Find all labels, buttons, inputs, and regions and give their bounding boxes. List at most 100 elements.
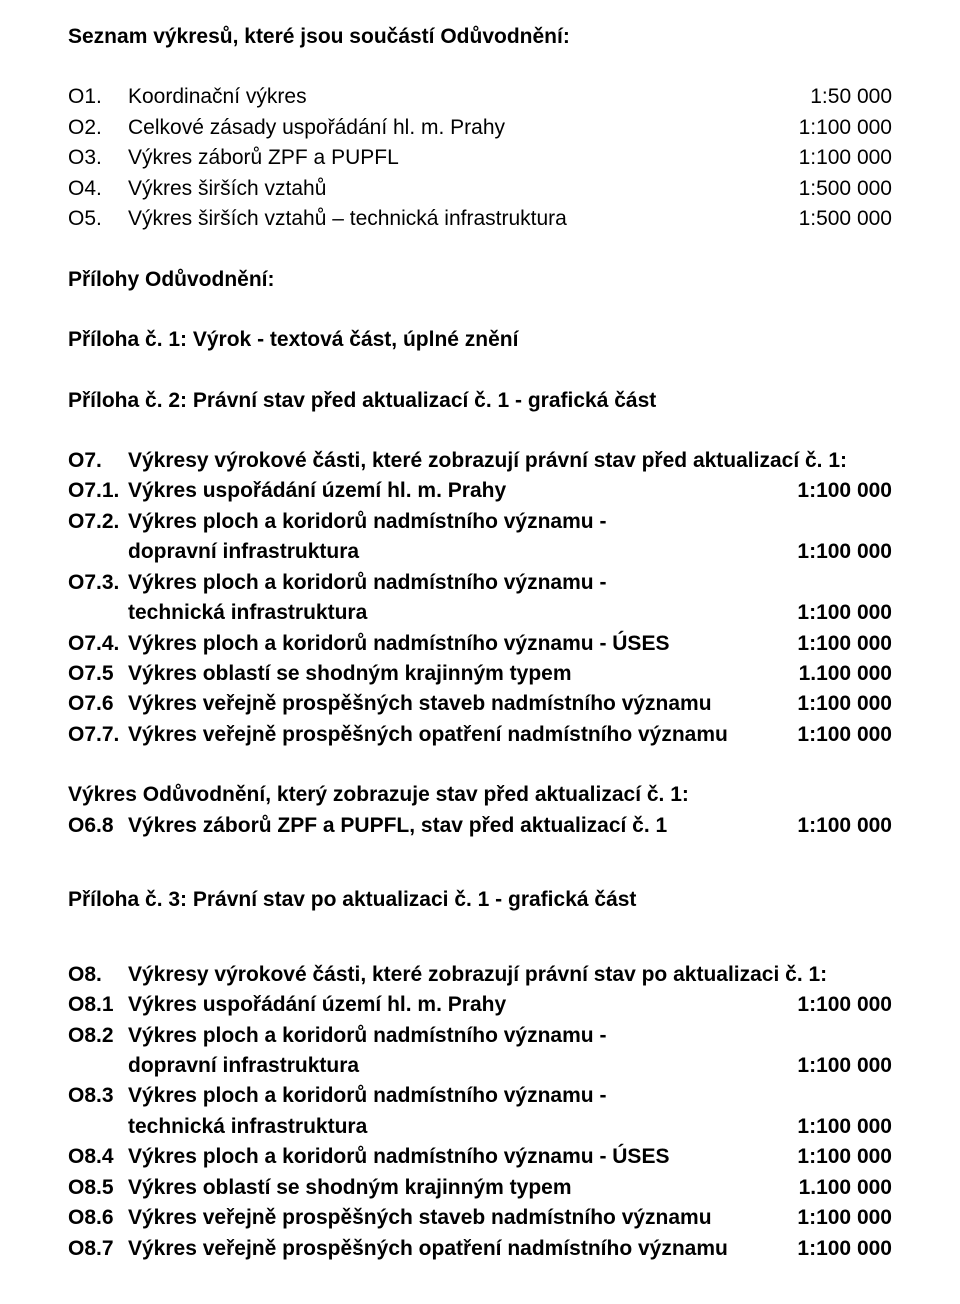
item-desc: Výkres uspořádání území hl. m. Prahy (128, 476, 797, 506)
list-b: O7.1. Výkres uspořádání území hl. m. Pra… (68, 476, 892, 750)
list-item: O8.4 Výkres ploch a koridorů nadmístního… (68, 1142, 892, 1172)
list-item: O8.2 Výkres ploch a koridorů nadmístního… (68, 1021, 892, 1051)
item-code: O8.6 (68, 1203, 128, 1233)
item-desc: Výkres veřejně prospěšných staveb nadmís… (128, 689, 797, 719)
list-item-continuation: dopravní infrastruktura 1:100 000 (128, 1051, 892, 1081)
item-scale: 1:100 000 (799, 143, 892, 173)
list-item: O8.3 Výkres ploch a koridorů nadmístního… (68, 1081, 892, 1111)
item-scale: 1.100 000 (799, 1173, 892, 1203)
item-desc: Výkres oblastí se shodným krajinným type… (128, 659, 799, 689)
item-code: O7.5 (68, 659, 128, 689)
item-scale: 1:100 000 (797, 598, 892, 628)
paragraph: Příloha č. 1: Výrok - textová část, úpln… (68, 325, 892, 355)
item-code: O7.2. (68, 507, 128, 537)
item-code: O8.5 (68, 1173, 128, 1203)
list-item: O7.4. Výkres ploch a koridorů nadmístníh… (68, 629, 892, 659)
list-item: O8.1 Výkres uspořádání území hl. m. Prah… (68, 990, 892, 1020)
section-heading: Seznam výkresů, které jsou součástí Odův… (68, 22, 892, 52)
item-desc: Výkres ploch a koridorů nadmístního význ… (128, 568, 892, 598)
list-item: O8.6 Výkres veřejně prospěšných staveb n… (68, 1203, 892, 1233)
list-item: O8.5 Výkres oblastí se shodným krajinným… (68, 1173, 892, 1203)
item-code: O7.7. (68, 720, 128, 750)
item-code: O8.4 (68, 1142, 128, 1172)
item-desc: Koordinační výkres (128, 82, 810, 112)
list-item: O5. Výkres širších vztahů – technická in… (68, 204, 892, 234)
paragraph: Výkres Odůvodnění, který zobrazuje stav … (68, 780, 892, 810)
item-desc: Výkres širších vztahů – technická infras… (128, 204, 799, 234)
item-scale: 1:100 000 (799, 113, 892, 143)
item-desc: Výkres veřejně prospěšných staveb nadmís… (128, 1203, 797, 1233)
item-scale: 1:100 000 (797, 1142, 892, 1172)
item-code: O8.2 (68, 1021, 128, 1051)
item-desc: Výkres ploch a koridorů nadmístního význ… (128, 1142, 797, 1172)
list-item: O7.1. Výkres uspořádání území hl. m. Pra… (68, 476, 892, 506)
item-code: O7.1. (68, 476, 128, 506)
item-scale: 1:100 000 (797, 629, 892, 659)
item-desc: Výkres veřejně prospěšných opatření nadm… (128, 1234, 797, 1264)
item-scale: 1:500 000 (799, 174, 892, 204)
item-desc: dopravní infrastruktura (128, 1051, 797, 1081)
list-item: O7.3. Výkres ploch a koridorů nadmístníh… (68, 568, 892, 598)
item-desc: technická infrastruktura (128, 598, 797, 628)
item-desc: Výkresy výrokové části, které zobrazují … (128, 960, 892, 990)
item-desc: Výkres oblastí se shodným krajinným type… (128, 1173, 799, 1203)
list-d: O8.1 Výkres uspořádání území hl. m. Prah… (68, 990, 892, 1264)
item-code: O8.3 (68, 1081, 128, 1111)
list-heading: O7. Výkresy výrokové části, které zobraz… (68, 446, 892, 476)
item-scale: 1:50 000 (810, 82, 892, 112)
paragraph: Příloha č. 3: Právní stav po aktualizaci… (68, 885, 892, 915)
list-item: O2. Celkové zásady uspořádání hl. m. Pra… (68, 113, 892, 143)
item-desc: Výkres veřejně prospěšných opatření nadm… (128, 720, 797, 750)
list-item: O8.7 Výkres veřejně prospěšných opatření… (68, 1234, 892, 1264)
list-item-continuation: dopravní infrastruktura 1:100 000 (128, 537, 892, 567)
item-code: O8.1 (68, 990, 128, 1020)
item-scale: 1:100 000 (797, 689, 892, 719)
list-item-continuation: technická infrastruktura 1:100 000 (128, 598, 892, 628)
list-item: O6.8 Výkres záborů ZPF a PUPFL, stav pře… (68, 811, 892, 841)
item-scale: 1:100 000 (797, 537, 892, 567)
item-code: O1. (68, 82, 128, 112)
list-item-continuation: technická infrastruktura 1:100 000 (128, 1112, 892, 1142)
list-item: O7.5 Výkres oblastí se shodným krajinným… (68, 659, 892, 689)
item-desc: Výkres ploch a koridorů nadmístního význ… (128, 629, 797, 659)
list-heading: O8. Výkresy výrokové části, které zobraz… (68, 960, 892, 990)
item-desc: dopravní infrastruktura (128, 537, 797, 567)
item-code: O8. (68, 960, 128, 990)
item-scale: 1:100 000 (797, 1112, 892, 1142)
item-code: O7.3. (68, 568, 128, 598)
list-item: O7.7. Výkres veřejně prospěšných opatřen… (68, 720, 892, 750)
item-code: O7.6 (68, 689, 128, 719)
item-code: O4. (68, 174, 128, 204)
item-desc: technická infrastruktura (128, 1112, 797, 1142)
item-desc: Výkres ploch a koridorů nadmístního význ… (128, 1021, 892, 1051)
item-code: O6.8 (68, 811, 128, 841)
paragraph: Příloha č. 2: Právní stav před aktualiza… (68, 386, 892, 416)
item-scale: 1.100 000 (799, 659, 892, 689)
item-scale: 1:100 000 (797, 990, 892, 1020)
item-code: O7.4. (68, 629, 128, 659)
item-scale: 1:500 000 (799, 204, 892, 234)
item-code: O3. (68, 143, 128, 173)
item-scale: 1:100 000 (797, 1203, 892, 1233)
list-a: O1. Koordinační výkres 1:50 000 O2. Celk… (68, 82, 892, 234)
list-item: O7.2. Výkres ploch a koridorů nadmístníh… (68, 507, 892, 537)
item-scale: 1:100 000 (797, 476, 892, 506)
item-desc: Výkres ploch a koridorů nadmístního význ… (128, 1081, 892, 1111)
item-code: O5. (68, 204, 128, 234)
item-desc: Výkres ploch a koridorů nadmístního význ… (128, 507, 892, 537)
list-item: O7.6 Výkres veřejně prospěšných staveb n… (68, 689, 892, 719)
item-code: O2. (68, 113, 128, 143)
item-desc: Výkres záborů ZPF a PUPFL (128, 143, 799, 173)
item-scale: 1:100 000 (797, 811, 892, 841)
section-heading: Přílohy Odůvodnění: (68, 265, 892, 295)
list-item: O4. Výkres širších vztahů 1:500 000 (68, 174, 892, 204)
list-item: O1. Koordinační výkres 1:50 000 (68, 82, 892, 112)
item-desc: Výkres uspořádání území hl. m. Prahy (128, 990, 797, 1020)
block-c: Výkres Odůvodnění, který zobrazuje stav … (68, 780, 892, 841)
item-desc: Celkové zásady uspořádání hl. m. Prahy (128, 113, 799, 143)
item-code: O8.7 (68, 1234, 128, 1264)
item-desc: Výkres širších vztahů (128, 174, 799, 204)
list-item: O3. Výkres záborů ZPF a PUPFL 1:100 000 (68, 143, 892, 173)
item-desc: Výkresy výrokové části, které zobrazují … (128, 446, 892, 476)
item-scale: 1:100 000 (797, 1051, 892, 1081)
